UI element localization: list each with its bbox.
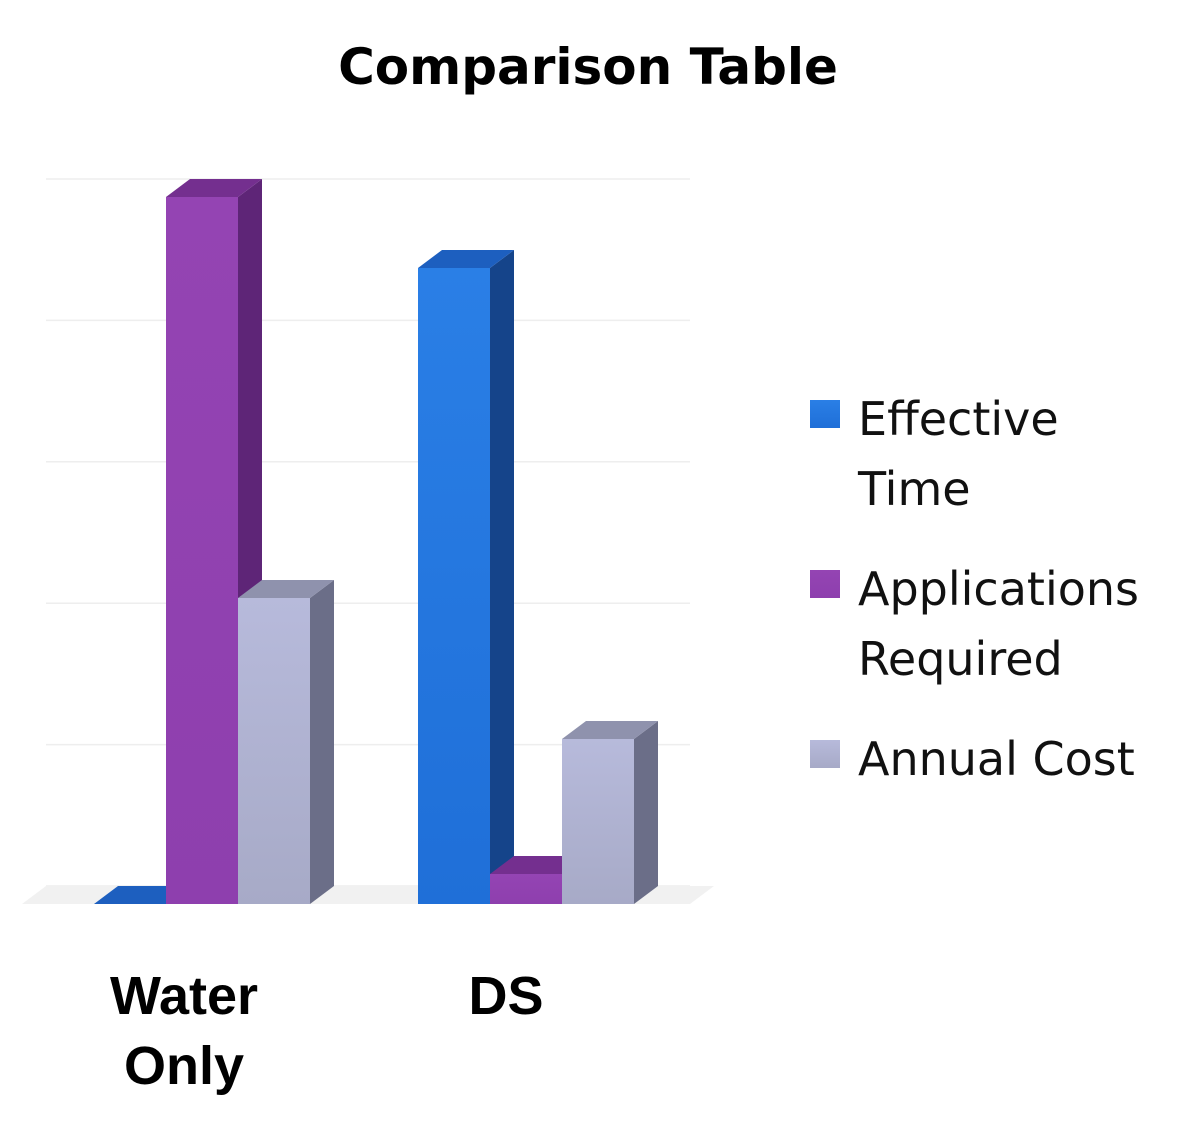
- chart-title: Comparison Table: [338, 38, 838, 96]
- legend-label: Applications: [858, 562, 1139, 616]
- bar-front: [490, 874, 562, 904]
- bar-top: [238, 580, 334, 598]
- legend-label: Annual Cost: [858, 732, 1135, 786]
- category-label: Water: [110, 966, 258, 1026]
- bar-front: [418, 268, 490, 904]
- bar: [562, 721, 658, 904]
- bar-top: [166, 179, 262, 197]
- legend-label: Required: [858, 632, 1063, 686]
- bar-front: [238, 598, 310, 904]
- bar-front: [562, 739, 634, 904]
- bar-side: [490, 250, 514, 904]
- bar-top: [418, 250, 514, 268]
- category-labels: Water Only DS: [110, 966, 544, 1096]
- bar: [166, 179, 262, 904]
- bar: [418, 250, 514, 904]
- legend-swatch: [810, 740, 840, 768]
- bar-side: [634, 721, 658, 904]
- bar: [238, 580, 334, 904]
- bar-side: [310, 580, 334, 904]
- bar-front: [166, 197, 238, 904]
- bar-top: [562, 721, 658, 739]
- legend-swatch: [810, 570, 840, 598]
- category-label: DS: [468, 966, 543, 1026]
- legend-label: Time: [857, 462, 971, 516]
- legend-swatch: [810, 400, 840, 428]
- bars-group: [94, 179, 658, 904]
- legend-label: Effective: [858, 392, 1059, 446]
- legend: Effective Time Applications Required Annual …: [810, 392, 1139, 786]
- category-label: Only: [124, 1036, 244, 1096]
